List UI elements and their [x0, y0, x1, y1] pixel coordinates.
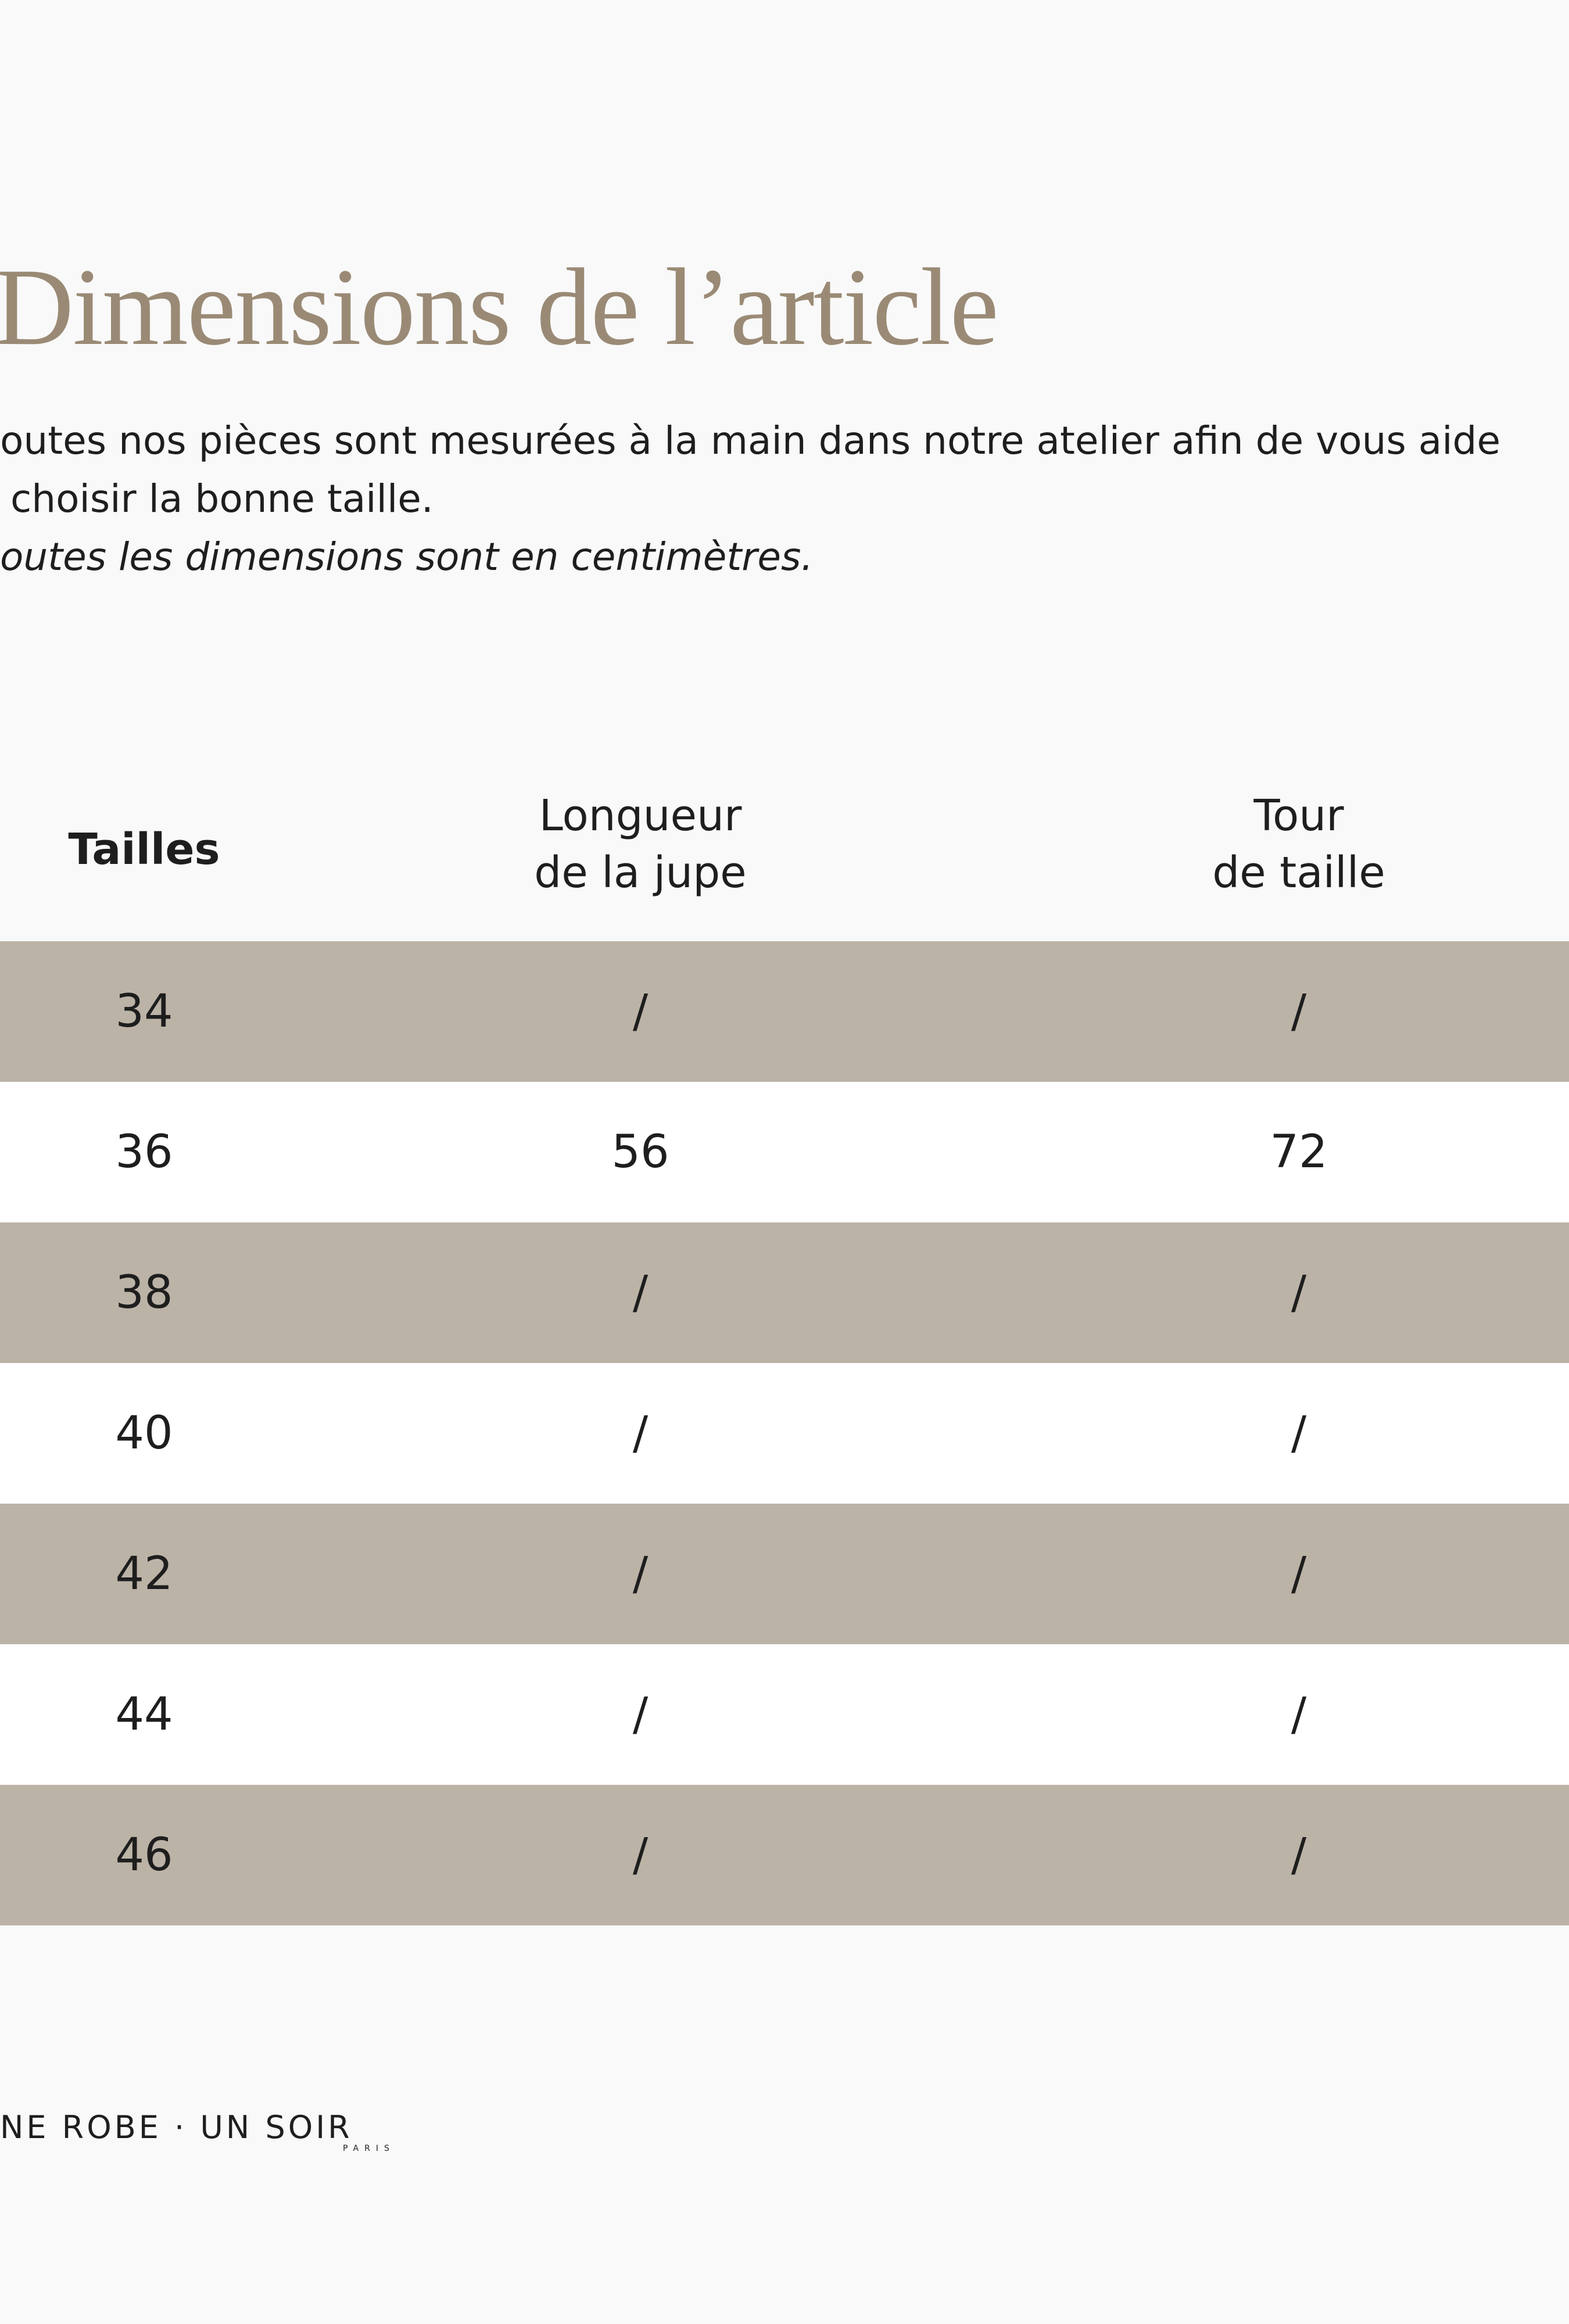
table-cell: / — [632, 1688, 649, 1741]
table-row: 38 / / — [0, 1222, 1569, 1363]
table-cell: 56 — [611, 1126, 669, 1178]
table-row: 34 / / — [0, 941, 1569, 1082]
table-cell: / — [1291, 1548, 1307, 1600]
table-cell: 42 — [115, 1548, 173, 1600]
title: Dimensions de l’article — [0, 246, 999, 368]
table-cell: / — [632, 985, 649, 1038]
table-cell: / — [1291, 1829, 1307, 1881]
table-cell: 72 — [1270, 1126, 1328, 1178]
table-cell: / — [1291, 1407, 1307, 1459]
column-header: Longueur de la jupe — [408, 787, 873, 901]
intro-line: outes nos pièces sont mesurées à la main… — [0, 418, 1501, 463]
table-cell: 44 — [115, 1688, 173, 1741]
header-line: Longueur — [539, 791, 742, 841]
table-cell: 38 — [115, 1267, 173, 1319]
table-cell: 40 — [115, 1407, 173, 1459]
table-cell: / — [1291, 985, 1307, 1038]
table-cell: 34 — [115, 985, 173, 1038]
brand-logo: NE ROBE · UN SOIR — [0, 2109, 353, 2146]
table-cell: / — [632, 1548, 649, 1600]
brand-city: PARIS — [343, 2144, 395, 2153]
table-cell: / — [632, 1267, 649, 1319]
table-row: 42 / / — [0, 1504, 1569, 1644]
note: outes les dimensions sont en centimètres… — [0, 535, 814, 579]
table-row: 36 56 72 — [0, 1082, 1569, 1222]
header-line: Tailles — [68, 824, 220, 874]
table-cell: / — [632, 1407, 649, 1459]
table-cell: / — [1291, 1688, 1307, 1741]
table-row: 44 / / — [0, 1644, 1569, 1785]
header-line: Tour — [1253, 791, 1344, 841]
table-cell: / — [632, 1829, 649, 1881]
column-header: Tour de taille — [1066, 787, 1531, 901]
column-header: Tailles — [0, 821, 377, 878]
table-row: 46 / / — [0, 1785, 1569, 1925]
intro-line: choisir la bonne taille. — [10, 476, 434, 521]
table-cell: 36 — [115, 1126, 173, 1178]
table-cell: 46 — [115, 1829, 173, 1881]
table-cell: / — [1291, 1267, 1307, 1319]
header-line: de la jupe — [534, 848, 747, 898]
header-line: de taille — [1212, 848, 1385, 898]
table-row: 40 / / — [0, 1363, 1569, 1504]
